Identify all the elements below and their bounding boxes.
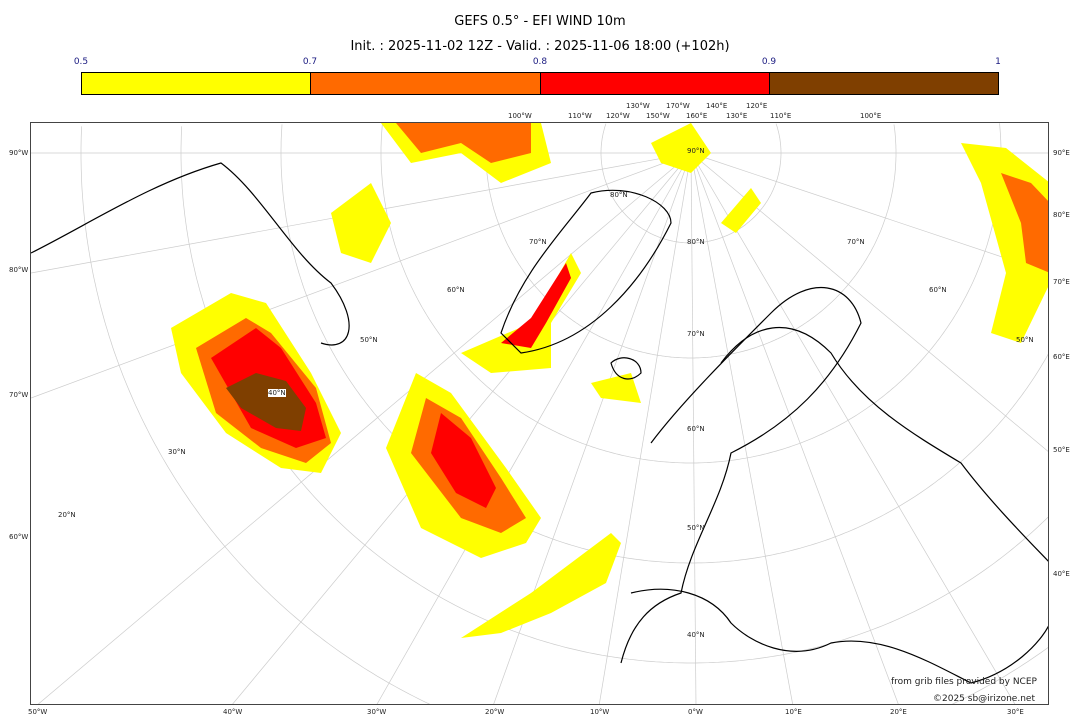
lat-label: 60°N [687,425,705,433]
latitude-circle [280,124,1048,564]
colorbar-segment [540,73,770,94]
lon-label-bottom: 50°W [28,708,48,716]
lon-label-bottom: 30°E [1007,708,1024,716]
lon-label-right: 60°E [1053,353,1070,361]
data-source-credit: from grib files provided by NCEP [891,677,1037,687]
lon-label-top: 130°W [626,102,650,110]
colorbar-tick: 1 [995,57,1001,67]
lon-label-right: 70°E [1053,278,1070,286]
lon-label-top: 100°W [508,112,532,120]
lon-label-top: 110°W [568,112,592,120]
lon-label-top: 170°W [666,102,690,110]
latitude-circle [893,124,897,153]
lon-label-bottom: 10°E [785,708,802,716]
latitude-circle [600,123,782,244]
latitude-circle [775,123,782,153]
lon-label-top: 120°W [606,112,630,120]
lon-label-left: 60°W [9,533,29,541]
lat-label: 80°N [687,238,705,246]
lon-label-top: 130°E [726,112,748,120]
lon-label-bottom: 20°E [890,708,907,716]
colorbar-tick: 0.5 [73,57,89,67]
map-canvas [31,123,1048,704]
lat-label: 70°N [847,238,865,246]
lat-label: 90°N [687,147,705,155]
lon-label-bottom: 10°W [590,708,610,716]
lon-label-right: 90°E [1053,149,1070,157]
colorbar-segment [311,73,541,94]
lon-label-left: 90°W [9,149,29,157]
lon-label-right: 50°E [1053,446,1070,454]
lon-label-right: 40°E [1053,570,1070,578]
lon-label-bottom: 0°W [688,708,703,716]
lat-label: 50°N [360,336,378,344]
lon-label-top: 120°E [746,102,768,110]
lat-label: 50°N [687,524,705,532]
lat-label: 80°N [610,191,628,199]
latitude-circle [380,123,1002,464]
lat-label: 70°N [529,238,547,246]
map-panel[interactable]: 90°N 80°N 70°N 60°N 50°N 40°N 30°N 20°N … [30,122,1049,705]
latitude-circle [951,647,1048,704]
lat-label: 20°N [58,511,76,519]
graticule [31,123,1048,704]
colorbar-segment [769,73,998,94]
colorbar-tick: 0.8 [532,57,548,67]
lon-label-bottom: 30°W [367,708,387,716]
colorbar [81,72,999,95]
lat-label: 50°N [1016,336,1034,344]
map-title: GEFS 0.5° - EFI WIND 10m [454,14,626,29]
latitude-circle [485,124,897,359]
coastlines [31,162,1048,684]
lon-label-bottom: 40°W [223,708,243,716]
lon-label-top: 110°E [770,112,792,120]
lon-label-right: 80°E [1053,211,1070,219]
lon-label-left: 70°W [9,391,29,399]
lon-label-top: 150°W [646,112,670,120]
lat-label: 40°N [687,631,705,639]
lon-label-top: 160°E [686,112,708,120]
efi-field [171,123,1048,638]
latitude-circle [80,126,431,704]
colorbar-tick: 0.7 [302,57,318,67]
lat-label: 40°N [268,389,286,397]
colorbar-tick: 0.9 [761,57,777,67]
colorbar-segment [82,73,312,94]
lat-label: 60°N [447,286,465,294]
map-subtitle: Init. : 2025-11-02 12Z - Valid. : 2025-1… [350,39,730,54]
lat-label: 70°N [687,330,705,338]
lon-label-bottom: 20°W [485,708,505,716]
lon-label-top: 100°E [860,112,882,120]
lat-label: 60°N [929,286,947,294]
lon-label-top: 140°E [706,102,728,110]
lat-label: 30°N [168,448,186,456]
copyright: ©2025 sb@irizone.net [933,694,1035,704]
lon-label-left: 80°W [9,266,29,274]
